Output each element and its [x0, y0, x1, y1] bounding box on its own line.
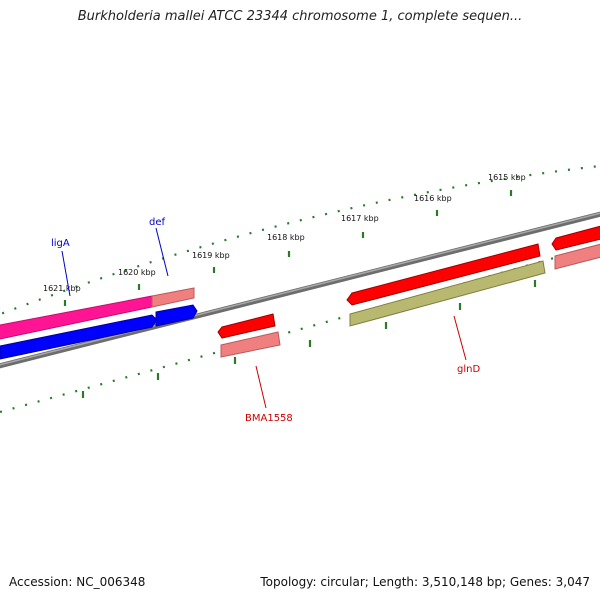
cds-glnD[interactable]: [349, 260, 546, 327]
gene-right-edge[interactable]: [551, 225, 600, 251]
tick-label: 1618 kbp: [267, 233, 305, 242]
tick-label: 1620 kbp: [118, 268, 156, 277]
gene-def[interactable]: [155, 304, 198, 327]
leader-def: [155, 227, 169, 277]
tick-label: 1619 kbp: [192, 251, 230, 260]
major-ticks: [63, 190, 513, 306]
gene-BMA1558[interactable]: [217, 313, 276, 339]
gene-label-glnD: glnD: [457, 364, 480, 375]
gene-unlabeled-forward[interactable]: [346, 243, 541, 306]
tick-label: 1616 kbp: [414, 194, 452, 203]
genome-backbone: [0, 211, 600, 369]
leader-glnD: [453, 315, 467, 361]
tick-label: 1617 kbp: [341, 214, 379, 223]
gene-label-ligA: ligA: [51, 238, 70, 249]
gene-label-BMA1558: BMA1558: [245, 413, 293, 424]
cds-ligA[interactable]: [0, 314, 158, 360]
tick-label: 1615 kbp: [488, 173, 526, 182]
cds-right-edge[interactable]: [554, 243, 600, 270]
inner-major-ticks: [81, 280, 537, 398]
tick-label: 1621 kbp: [43, 284, 81, 293]
outer-tick-ring: [0, 164, 600, 316]
leader-BMA1558: [255, 365, 267, 409]
cds-BMA1558[interactable]: [220, 331, 281, 358]
map-title: Burkholderia mallei ATCC 23344 chromosom…: [77, 9, 523, 24]
genome-summary-text: Topology: circular; Length: 3,510,148 bp…: [260, 575, 590, 589]
cds-def[interactable]: [151, 287, 195, 308]
gene-label-def: def: [149, 217, 166, 228]
accession-text: Accession: NC_006348: [9, 575, 146, 589]
leader-ligA: [61, 250, 71, 297]
